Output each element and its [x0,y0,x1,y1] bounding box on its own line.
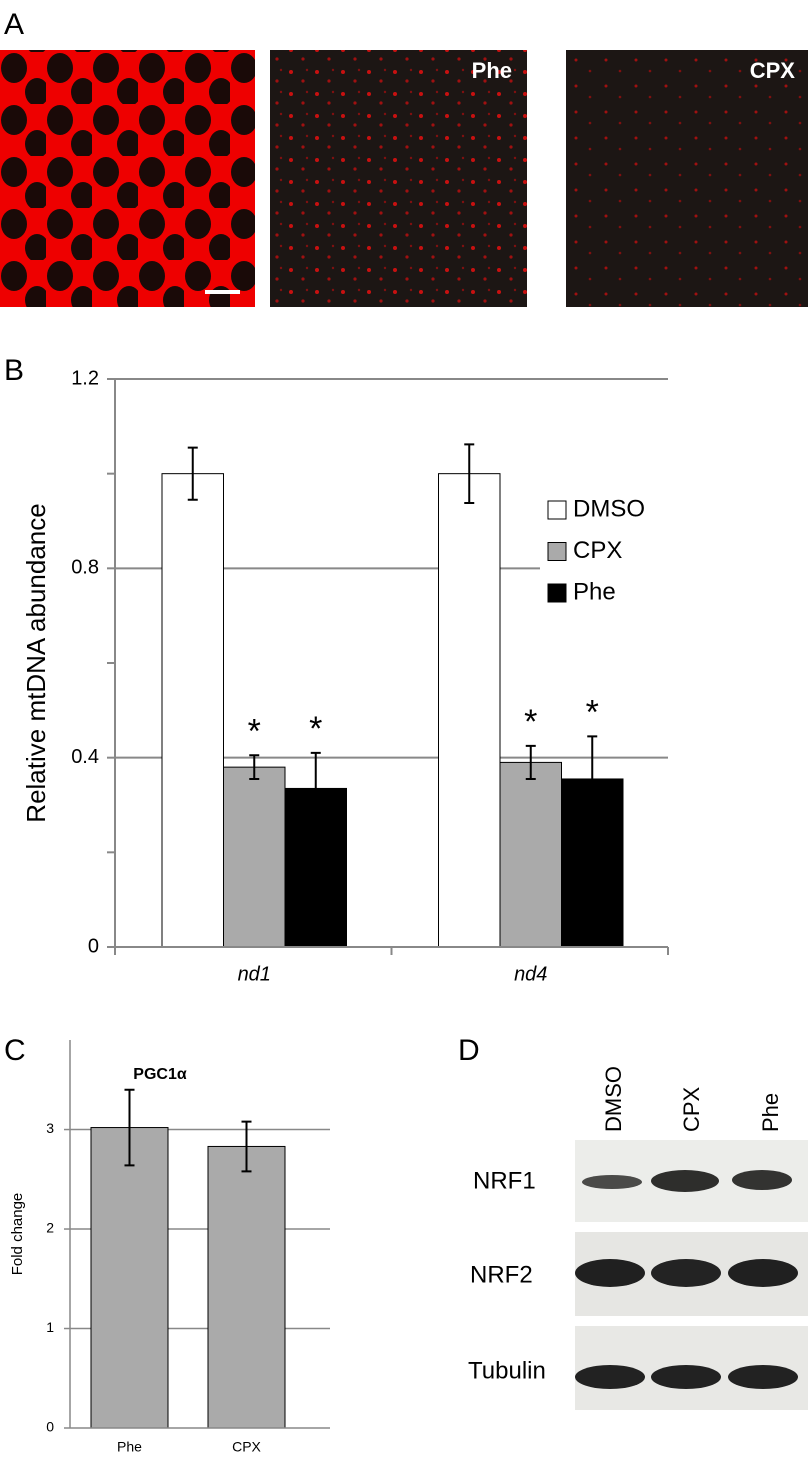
x-tick-label: nd1 [238,963,271,985]
legend-label: CPX [573,537,622,564]
bar [223,766,286,948]
column-label: Phe [758,1093,783,1132]
error-bar [249,754,260,780]
x-tick-label: Phe [117,1439,142,1455]
error-bar [187,446,198,501]
y-axis-label: Fold change [9,1193,26,1276]
error-bar [525,744,536,780]
error-bar [124,1088,135,1167]
y-tick-label: 1 [46,1319,54,1335]
bar [438,473,501,948]
column-label: CPX [679,1086,704,1132]
error-bar [464,443,475,505]
band [728,1365,798,1389]
band [575,1365,645,1389]
x-tick-label: nd4 [514,963,547,985]
legend-swatch [547,583,567,603]
row-label: NRF1 [473,1167,536,1194]
significance-mark: * [586,693,599,731]
bar [207,1145,286,1429]
y-tick-label: 2 [46,1220,54,1236]
y-tick-label: 0 [88,935,99,957]
bar [90,1127,169,1429]
chart-title: PGC1α [133,1066,187,1083]
significance-mark: * [248,712,261,750]
image-label: CPX [750,58,796,83]
x-tick-label: CPX [232,1439,261,1455]
band [728,1259,798,1287]
band [582,1175,642,1189]
column-label: DMSO [601,1066,626,1132]
error-bar [310,751,321,825]
bar [161,473,224,948]
legend-swatch [547,500,567,520]
micrograph [270,50,527,307]
band [651,1259,721,1287]
band [651,1365,721,1389]
significance-mark: * [524,703,537,741]
y-tick-label: 1.2 [71,367,99,389]
y-tick-label: 0.8 [71,557,99,579]
band [575,1259,645,1287]
y-tick-label: 0 [46,1419,54,1435]
band [651,1170,719,1192]
bar [499,761,562,948]
panel-letter: D [458,1034,480,1067]
image-label: Phe [472,58,512,83]
legend-swatch [547,542,567,561]
micrograph [0,50,255,307]
error-bar [587,735,598,823]
panel-letter: B [4,354,24,387]
panel-letter: A [4,8,24,41]
error-bar [241,1120,252,1173]
legend-label: Phe [573,578,616,605]
legend-label: DMSO [573,495,645,522]
y-axis-label: Relative mtDNA abundance [21,503,51,822]
panel-letter: C [4,1034,26,1067]
row-label: Tubulin [468,1357,546,1384]
significance-mark: * [309,710,322,748]
row-label: NRF2 [470,1261,533,1288]
y-tick-label: 0.4 [71,746,99,768]
band [732,1170,792,1190]
y-tick-label: 3 [46,1120,54,1136]
micrograph [566,50,808,307]
